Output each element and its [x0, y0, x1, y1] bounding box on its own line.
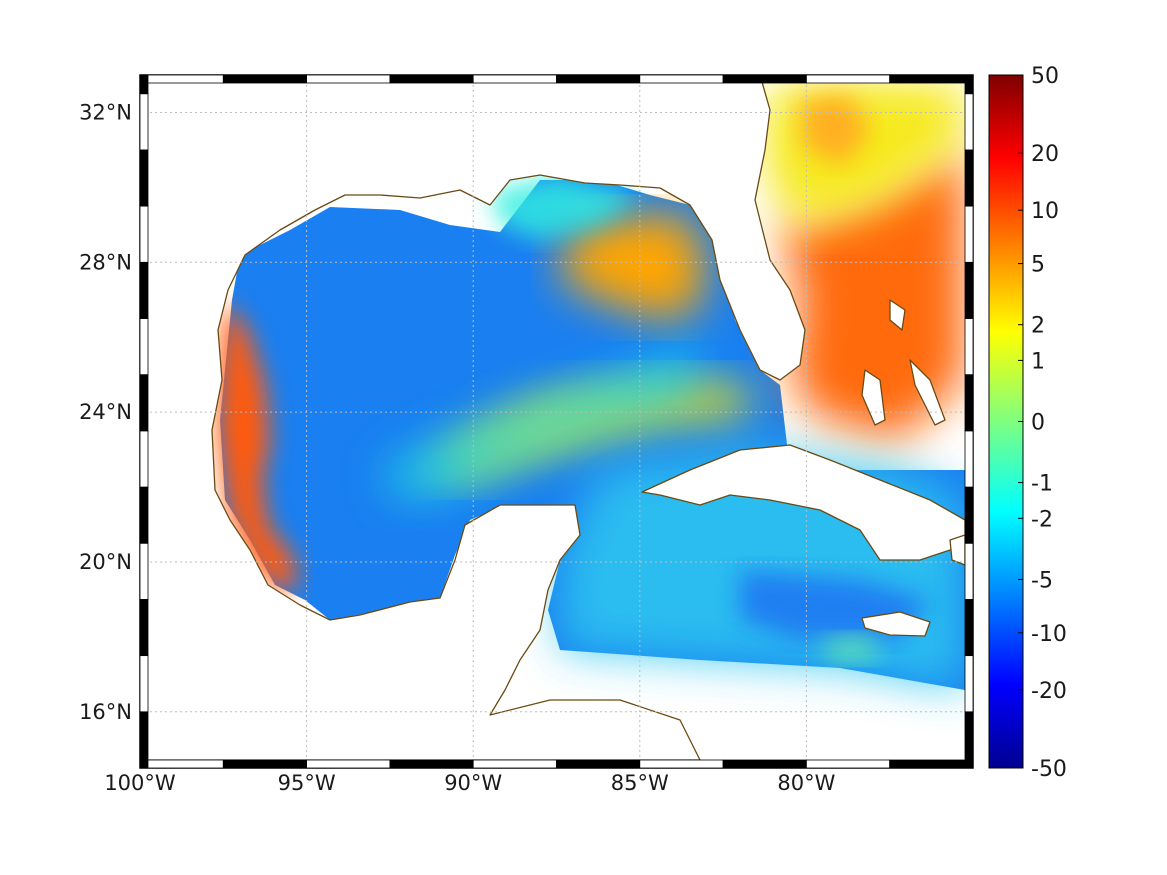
frame-seg-bottom-9	[889, 759, 974, 769]
y-tick-label-0: 32°N	[79, 100, 132, 124]
colorbar-label-7: -1	[1031, 472, 1053, 497]
y-tick-label-1: 28°N	[79, 250, 132, 274]
bahamas-andros	[861, 369, 886, 426]
frame-seg-left-10	[139, 149, 149, 207]
bahamas-abaco	[889, 299, 906, 331]
colorbar-label-0: 50	[1031, 64, 1059, 89]
x-tick-labels: 100°W 95°W 90°W 85°W 80°W	[104, 771, 835, 795]
ne-shelf-orange	[560, 215, 705, 320]
frame-ticks	[139, 74, 974, 769]
frame-seg-left-9	[139, 205, 149, 263]
frame-seg-top-4	[472, 74, 557, 84]
frame-seg-top-7	[722, 74, 807, 84]
colorbar-label-2: 10	[1031, 199, 1059, 224]
frame-seg-right-12	[964, 74, 974, 95]
frame-seg-left-12	[139, 74, 149, 95]
frame-seg-bottom-5	[556, 759, 641, 769]
grid-lines	[139, 75, 973, 768]
frame-seg-top-5	[556, 74, 641, 84]
frame-seg-right-4	[964, 486, 974, 544]
frame-seg-top-2	[306, 74, 391, 84]
frame-seg-right-11	[964, 93, 974, 151]
atlantic-warm	[780, 150, 965, 440]
frame-seg-right-6	[964, 374, 974, 432]
frame-seg-bottom-0	[139, 759, 224, 769]
frame-seg-top-9	[889, 74, 974, 84]
atlantic-orange-patch	[800, 95, 870, 165]
x-tick-label-3: 85°W	[611, 771, 669, 795]
frame-seg-right-3	[964, 542, 974, 600]
frame-seg-top-8	[806, 74, 891, 84]
frame-seg-top-0	[139, 74, 224, 84]
frame-seg-right-1	[964, 655, 974, 713]
frame-seg-bottom-1	[222, 759, 308, 769]
frame-seg-bottom-8	[806, 759, 891, 769]
mid-gulf-cyan	[380, 340, 700, 500]
frame-seg-left-11	[139, 93, 149, 151]
colorbar-label-8: -2	[1031, 507, 1053, 532]
frame-seg-right-9	[964, 205, 974, 263]
colorbar-label-10: -10	[1031, 622, 1067, 647]
frame-seg-bottom-3	[389, 759, 474, 769]
y-tick-labels: 32°N 28°N 24°N 20°N 16°N	[79, 100, 132, 723]
frame-seg-right-2	[964, 599, 974, 657]
frame-seg-right-10	[964, 149, 974, 207]
frame-seg-left-0	[139, 711, 149, 769]
cuba-island	[641, 444, 966, 561]
x-tick-label-0: 100°W	[104, 771, 176, 795]
frame-seg-bottom-7	[722, 759, 807, 769]
colorbar	[988, 74, 1024, 769]
north-america-land	[140, 75, 806, 761]
colorbar-label-9: -5	[1031, 568, 1053, 593]
y-tick-label-4: 16°N	[79, 700, 132, 724]
jamaica-island	[861, 611, 931, 637]
frame-seg-bottom-4	[472, 759, 557, 769]
frame-seg-top-3	[389, 74, 474, 84]
colorbar-label-1: 20	[1031, 142, 1059, 167]
frame-seg-left-4	[139, 486, 149, 544]
x-tick-label-2: 90°W	[444, 771, 502, 795]
caribbean-green-patch	[820, 635, 880, 662]
colorbar-label-4: 2	[1031, 314, 1045, 339]
bahamas-eleuthera	[909, 359, 946, 426]
frame-seg-bottom-2	[306, 759, 391, 769]
frame-seg-left-3	[139, 542, 149, 600]
ne-shelf-cyan	[490, 175, 640, 240]
frame-seg-bottom-6	[639, 759, 724, 769]
colorbar-label-5: 1	[1031, 349, 1045, 374]
frame-seg-top-1	[222, 74, 308, 84]
frame-seg-left-8	[139, 261, 149, 319]
frame-seg-left-6	[139, 374, 149, 432]
frame-seg-right-5	[964, 430, 974, 488]
y-tick-label-3: 20°N	[79, 550, 132, 574]
x-tick-label-1: 95°W	[278, 771, 336, 795]
y-tick-label-2: 24°N	[79, 400, 132, 424]
frame-seg-left-5	[139, 430, 149, 488]
frame-seg-left-2	[139, 599, 149, 657]
colorbar-label-6: 0	[1031, 411, 1045, 436]
colorbar-label-3: 5	[1031, 253, 1045, 278]
hispaniola-edge	[949, 534, 966, 566]
colorbar-label-12: -50	[1031, 757, 1067, 782]
frame-seg-right-7	[964, 318, 974, 376]
frame-seg-right-8	[964, 261, 974, 319]
western-warm-band	[218, 300, 298, 592]
landmasses	[140, 75, 966, 761]
x-tick-label-4: 80°W	[777, 771, 835, 795]
frame-seg-top-6	[639, 74, 724, 84]
frame-seg-left-7	[139, 318, 149, 376]
frame-seg-right-0	[964, 711, 974, 769]
frame-seg-left-1	[139, 655, 149, 713]
colorbar-label-11: -20	[1031, 679, 1067, 704]
